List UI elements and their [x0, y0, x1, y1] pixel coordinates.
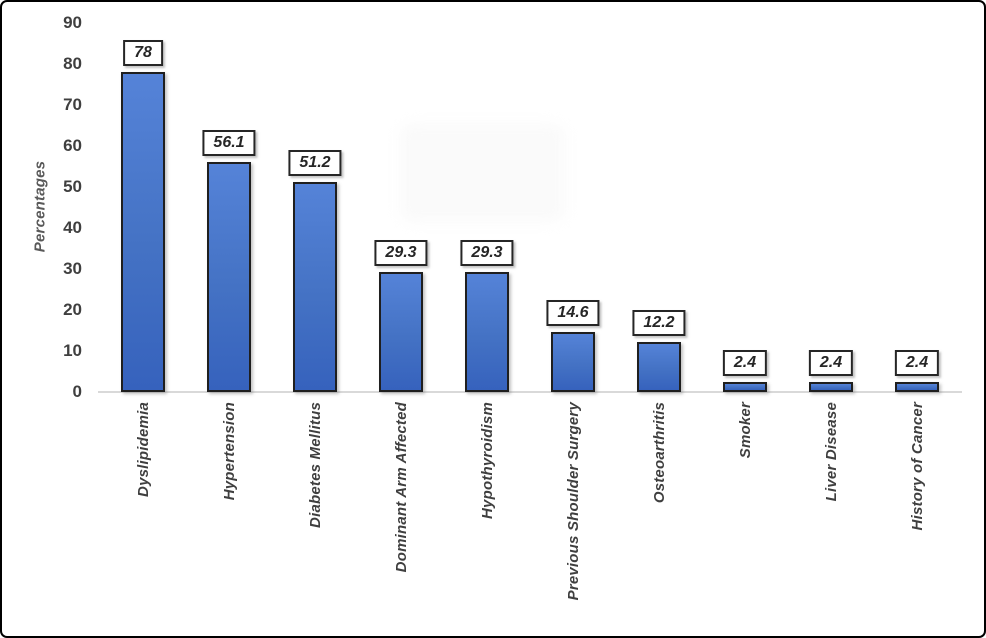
bar — [121, 72, 165, 392]
bar — [207, 162, 251, 392]
bar-column: 51.2 Diabetes Mellitus — [272, 20, 358, 624]
bar-area: 12.2 — [616, 20, 702, 392]
y-tick-label: 20 — [63, 300, 82, 319]
category-label: Hypothyroidism — [478, 402, 496, 519]
category-label: Smoker — [736, 402, 754, 459]
y-tick-label: 0 — [72, 382, 82, 401]
bar-column: 12.2 Osteoarthritis — [616, 20, 702, 624]
bar-area: 78 — [100, 20, 186, 392]
bar — [723, 382, 767, 392]
bar-area: 29.3 — [444, 20, 530, 392]
bar-column: 2.4 Smoker — [702, 20, 788, 624]
bar-value-label: 2.4 — [808, 350, 854, 377]
bar-area: 51.2 — [272, 20, 358, 392]
bar — [379, 271, 423, 392]
bar-value-label: 78 — [123, 40, 163, 67]
bar — [293, 182, 337, 392]
bar-area: 14.6 — [530, 20, 616, 392]
y-tick-label: 10 — [63, 341, 82, 360]
y-tick-label: 80 — [63, 54, 82, 73]
bar-area: 2.4 — [788, 20, 874, 392]
y-tick-label: 60 — [63, 136, 82, 155]
category-label: Dominant Arm Affected — [392, 402, 410, 573]
category-label: Previous Shoulder Surgery — [564, 402, 582, 601]
bar-area: 2.4 — [874, 20, 960, 392]
bar — [465, 271, 509, 392]
x-axis-line — [98, 391, 962, 393]
bar-value-label: 2.4 — [894, 350, 940, 377]
bar — [809, 382, 853, 392]
y-tick-label: 90 — [63, 13, 82, 32]
bar-area: 2.4 — [702, 20, 788, 392]
y-tick-label: 70 — [63, 95, 82, 114]
bar-column: 29.3 Hypothyroidism — [444, 20, 530, 624]
faded-watermark-patch — [400, 124, 565, 222]
bar-value-label: 51.2 — [288, 150, 342, 177]
bar-value-label: 29.3 — [374, 239, 428, 266]
y-tick-label: 50 — [63, 177, 82, 196]
bar-value-label: 29.3 — [460, 239, 514, 266]
category-label: Liver Disease — [822, 402, 840, 502]
y-tick-label: 30 — [63, 259, 82, 278]
y-tick-label: 40 — [63, 218, 82, 237]
bar — [637, 342, 681, 392]
bar-column: 78 Dyslipidemia — [100, 20, 186, 624]
bar-value-label: 2.4 — [722, 350, 768, 377]
bar — [551, 332, 595, 392]
bar — [895, 382, 939, 392]
category-label: Hypertension — [220, 402, 238, 501]
bars-container: 78 Dyslipidemia 56.1 Hypertension 51.2 Diabet… — [100, 20, 960, 624]
category-label: Diabetes Mellitus — [306, 402, 324, 528]
bar-value-label: 12.2 — [632, 309, 686, 336]
bar-column: 29.3 Dominant Arm Affected — [358, 20, 444, 624]
bar-value-label: 14.6 — [546, 300, 600, 327]
bar-value-label: 56.1 — [202, 130, 256, 156]
bar-column: 56.1 Hypertension — [186, 20, 272, 624]
bar-column: 2.4 History of Cancer — [874, 20, 960, 624]
category-label: Dyslipidemia — [134, 402, 152, 497]
bar-column: 2.4 Liver Disease — [788, 20, 874, 624]
bar-area: 29.3 — [358, 20, 444, 392]
bar-column: 14.6 Previous Shoulder Surgery — [530, 20, 616, 624]
category-label: Osteoarthritis — [650, 402, 668, 504]
category-label: History of Cancer — [908, 402, 926, 531]
bar-area: 56.1 — [186, 20, 272, 392]
